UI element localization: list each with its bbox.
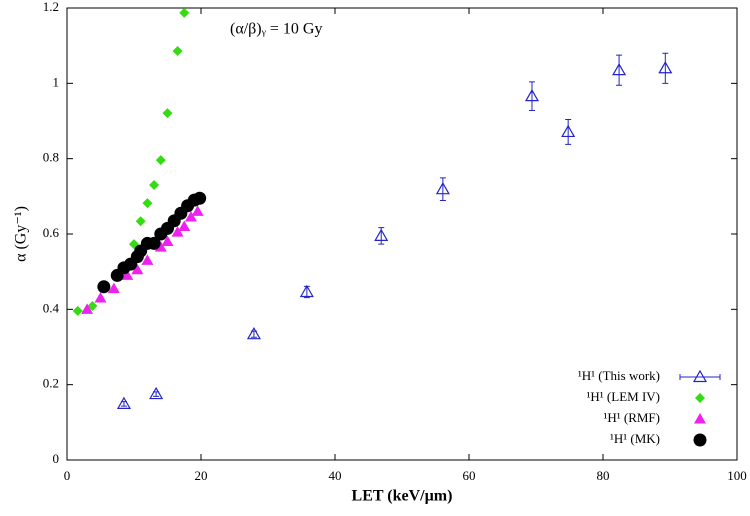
legend-label: ¹H¹ (This work) bbox=[578, 368, 660, 383]
x-tick-label: 20 bbox=[195, 468, 208, 483]
x-tick-label: 60 bbox=[463, 468, 476, 483]
point bbox=[154, 241, 167, 252]
point bbox=[72, 305, 83, 316]
point bbox=[81, 303, 94, 314]
annotation: (α/β)ᵧ = 10 Gy bbox=[230, 21, 322, 38]
error-bar bbox=[528, 81, 535, 111]
point bbox=[135, 216, 146, 227]
point bbox=[131, 263, 144, 275]
point bbox=[191, 205, 204, 216]
legend-marker bbox=[692, 369, 708, 383]
point bbox=[149, 386, 164, 400]
point bbox=[612, 62, 627, 76]
legend-marker bbox=[694, 413, 706, 424]
point bbox=[94, 292, 107, 303]
x-axis-label: LET (keV/µm) bbox=[352, 488, 453, 505]
point bbox=[141, 254, 154, 265]
x-tick-label: 40 bbox=[329, 468, 342, 483]
point bbox=[179, 7, 190, 18]
error-bar bbox=[565, 118, 572, 145]
point bbox=[149, 180, 160, 191]
legend-label: ¹H¹ (RMF) bbox=[603, 410, 660, 425]
error-bar bbox=[439, 177, 446, 201]
y-tick-label: 0.2 bbox=[43, 376, 59, 391]
x-tick-label: 0 bbox=[64, 468, 71, 483]
point bbox=[193, 191, 207, 205]
point bbox=[116, 396, 131, 409]
legend-line bbox=[679, 374, 721, 380]
point bbox=[524, 88, 540, 102]
point bbox=[97, 280, 111, 294]
y-tick-label: 0.6 bbox=[43, 225, 60, 240]
point bbox=[147, 236, 161, 250]
y-tick-label: 0.4 bbox=[43, 300, 60, 315]
point bbox=[561, 124, 576, 138]
point bbox=[155, 155, 166, 166]
legend-label: ¹H¹ (MK) bbox=[610, 431, 660, 446]
point bbox=[121, 269, 134, 280]
point bbox=[246, 326, 261, 340]
point bbox=[299, 284, 314, 298]
x-tick-label: 80 bbox=[597, 468, 610, 483]
legend-label: ¹H¹ (LEM IV) bbox=[587, 389, 661, 404]
point bbox=[171, 226, 184, 237]
legend-marker bbox=[695, 393, 705, 403]
point bbox=[658, 61, 673, 74]
point bbox=[184, 211, 197, 222]
point bbox=[435, 181, 450, 195]
y-axis-label: α (Gy⁻¹) bbox=[13, 206, 30, 262]
point bbox=[178, 220, 191, 231]
point bbox=[142, 198, 153, 209]
point bbox=[374, 228, 389, 241]
y-tick-label: 1.2 bbox=[43, 0, 59, 14]
point bbox=[107, 282, 120, 294]
x-tick-label: 100 bbox=[727, 468, 747, 483]
point bbox=[162, 108, 173, 119]
y-tick-label: 1 bbox=[53, 74, 60, 89]
legend-marker bbox=[693, 433, 707, 447]
y-tick-label: 0 bbox=[53, 451, 60, 466]
y-tick-label: 0.8 bbox=[43, 150, 59, 165]
error-bar bbox=[662, 52, 669, 84]
point bbox=[172, 45, 183, 56]
error-bar bbox=[616, 54, 623, 86]
point bbox=[161, 235, 174, 247]
